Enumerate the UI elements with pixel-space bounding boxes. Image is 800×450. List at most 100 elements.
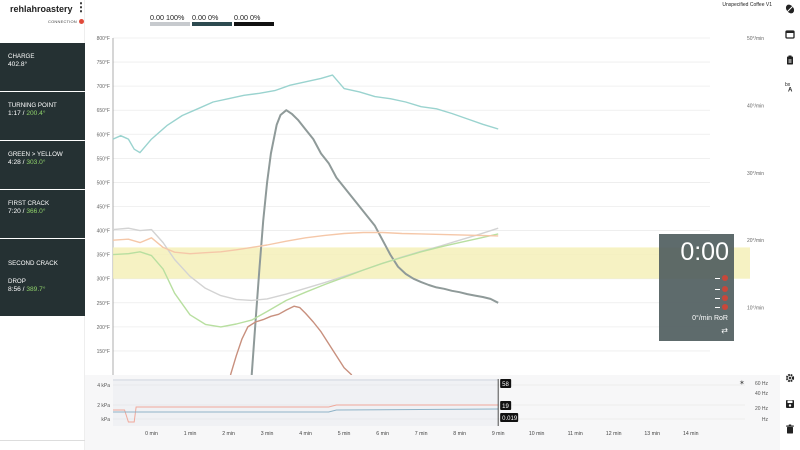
status-dot xyxy=(722,295,728,301)
meter-value: 0.00 100% xyxy=(150,13,185,22)
status-dot xyxy=(722,304,728,310)
divider xyxy=(0,440,85,441)
event-label: SECOND CRACK xyxy=(8,259,58,267)
value-tag: 19 xyxy=(500,401,512,410)
y-tick-label: 700°F xyxy=(97,84,110,90)
event-label: CHARGE xyxy=(8,53,35,60)
clipboard-icon[interactable] xyxy=(784,54,796,66)
y2-tick-label: 40°/min xyxy=(747,103,764,109)
y-tick-label: 750°F xyxy=(97,60,110,66)
y-tick-label: 650°F xyxy=(97,108,110,114)
dash xyxy=(715,307,720,308)
connection-status-icon xyxy=(79,19,84,24)
x-tick-label: 2 min xyxy=(222,431,235,437)
event-label: TURNING POINT xyxy=(8,102,57,109)
series-line xyxy=(229,305,353,375)
x-tick-label: 0 min xyxy=(145,431,158,437)
x-tick-label: 8 min xyxy=(453,431,466,437)
y-tick-label: 800°F xyxy=(97,36,110,42)
x-tick-label: 7 min xyxy=(415,431,428,437)
event-label: GREEN > YELLOW xyxy=(8,151,63,158)
y-tick-label: 350°F xyxy=(97,253,110,259)
calendar-icon[interactable] xyxy=(784,28,796,40)
coffee-title[interactable]: Unspecified Coffee V1 xyxy=(722,2,772,8)
event-time: 7:20 xyxy=(8,208,21,215)
event-first-crack[interactable]: FIRST CRACK 7:20 / 366.0° xyxy=(0,190,85,238)
event-time: 8:56 xyxy=(8,286,21,293)
right-toolbar: bx A xyxy=(780,0,800,450)
y-tick-label: 200°F xyxy=(97,325,110,331)
pin-icon[interactable]: ✶ xyxy=(739,379,745,387)
pressure-tick-label: 4 kPa xyxy=(97,383,110,389)
roast-chart[interactable]: 150°F 200°F 250°F 300°F 350°F 400°F 450°F 500°F… xyxy=(85,30,780,375)
event-time: 1:17 xyxy=(8,110,21,117)
y-tick-label: 300°F xyxy=(97,277,110,283)
x-tick-label: 6 min xyxy=(376,431,389,437)
status-dot xyxy=(722,286,728,292)
trash-icon[interactable] xyxy=(784,423,796,435)
translate-icon[interactable]: bxA xyxy=(784,80,796,92)
dash xyxy=(715,289,720,290)
gear-icon[interactable] xyxy=(784,372,796,384)
timer-time: 0:00 xyxy=(680,238,729,266)
svg-text:bx: bx xyxy=(785,82,791,88)
frequency-line xyxy=(113,408,499,413)
meter-3: 0.00 0% xyxy=(234,13,274,26)
frequency-tick-label: 20 Hz xyxy=(755,406,769,412)
x-tick-label: 4 min xyxy=(299,431,312,437)
event-drop[interactable]: DROP 8:56 / 389.7° xyxy=(0,268,85,316)
swap-icon[interactable]: ⇄ xyxy=(721,326,728,335)
event-green-yellow[interactable]: GREEN > YELLOW 4:28 / 303.0° xyxy=(0,141,85,189)
x-tick-label: 1 min xyxy=(184,431,197,437)
y-tick-label: 600°F xyxy=(97,132,110,138)
value-tag-bg xyxy=(500,379,512,388)
series-line xyxy=(112,231,499,255)
pressure-chart[interactable]: 4 kPa 2 kPa kPa 60 Hz 40 Hz 20 Hz Hz 58 19 0.019 ✶… xyxy=(85,375,780,450)
value-tag-text: 19 xyxy=(502,404,509,410)
x-tick-label: 12 min xyxy=(606,431,622,437)
meter-2: 0.00 0% xyxy=(192,13,232,26)
event-label: DROP xyxy=(8,278,26,285)
value-tag: 58 xyxy=(500,379,512,388)
dash xyxy=(715,298,720,299)
connection-label: CONNECTION xyxy=(48,19,77,24)
ror-readout: 0°/min RoR xyxy=(692,315,728,322)
pressure-tick-label: 2 kPa xyxy=(97,403,110,409)
meter-1: 0.00 100% xyxy=(150,13,190,26)
x-tick-label: 9 min xyxy=(492,431,505,437)
event-sidebar: rehlahroastery ⋮ CONNECTION CHARGE 402.8… xyxy=(0,0,87,450)
coffee-bean-icon[interactable] xyxy=(784,3,796,15)
event-value: 402.8° xyxy=(8,61,28,68)
series-line xyxy=(112,233,499,328)
meter-bar xyxy=(150,22,190,26)
frequency-tick-label: 40 Hz xyxy=(755,391,769,397)
save-icon[interactable] xyxy=(784,398,796,410)
value-tag-bg xyxy=(500,413,519,422)
meter-bar xyxy=(234,22,274,26)
event-temp: 389.7° xyxy=(26,286,46,293)
power-meters: 0.00 100% 0.00 0% 0.00 0% xyxy=(150,13,280,33)
y-tick-label: 450°F xyxy=(97,205,110,211)
x-tick-label: 5 min xyxy=(338,431,351,437)
meter-value: 0.00 0% xyxy=(192,13,219,22)
event-turning-point[interactable]: TURNING POINT 1:17 / 200.4° xyxy=(0,92,85,140)
x-tick-label: 10 min xyxy=(529,431,545,437)
y-tick-label: 150°F xyxy=(97,349,110,355)
development-band xyxy=(113,247,750,279)
x-tick-label: 11 min xyxy=(568,431,583,437)
value-tag-bg xyxy=(500,401,512,410)
y-tick-label: 550°F xyxy=(97,156,110,162)
meter-bar xyxy=(192,22,232,26)
event-temp: 200.4° xyxy=(26,110,46,117)
x-tick-label: 14 min xyxy=(683,431,699,437)
x-tick-label: 13 min xyxy=(644,431,660,437)
series-line xyxy=(112,74,499,154)
meter-value: 0.00 0% xyxy=(234,13,261,22)
frequency-tick-label: Hz xyxy=(762,417,769,423)
event-temp: 366.0° xyxy=(26,208,46,215)
frequency-tick-label: 60 Hz xyxy=(755,381,769,387)
event-charge[interactable]: CHARGE 402.8° xyxy=(0,43,85,91)
more-menu-icon[interactable]: ⋮ xyxy=(75,0,87,14)
event-label: FIRST CRACK xyxy=(8,200,50,207)
event-temp: 303.0° xyxy=(26,159,46,166)
